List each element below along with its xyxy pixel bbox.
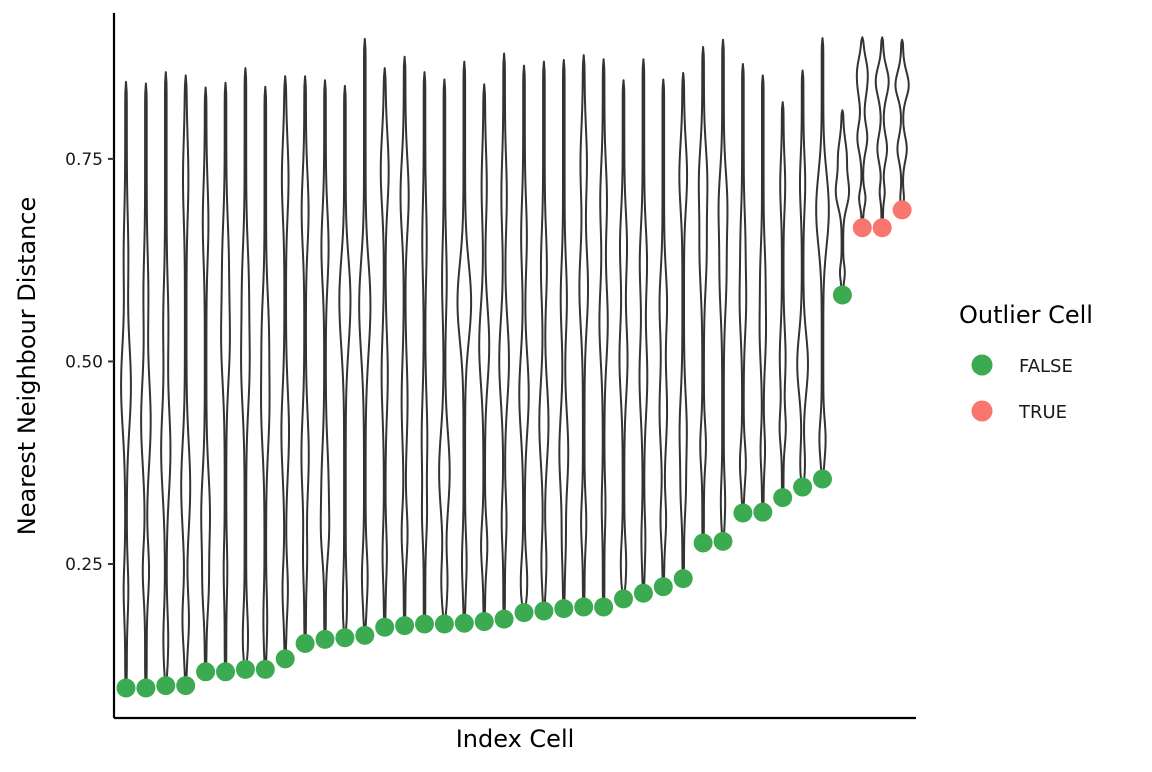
points-layer — [116, 200, 912, 698]
violin-39 — [874, 36, 890, 229]
violins-layer — [120, 36, 910, 690]
point-cell-29 — [673, 569, 693, 589]
y-ticks: 0.25 0.50 0.75 — [65, 150, 114, 575]
violin-29 — [678, 71, 689, 580]
point-cell-24 — [574, 597, 594, 617]
point-cell-8 — [255, 659, 275, 679]
point-cell-37 — [832, 285, 852, 305]
point-cell-28 — [653, 577, 673, 597]
point-cell-17 — [434, 614, 454, 634]
violin-33 — [758, 74, 768, 514]
point-cell-6 — [216, 662, 235, 682]
y-axis-title: Nearest Neighbour Distance — [13, 197, 41, 535]
violin-11 — [319, 79, 331, 641]
violin-18 — [456, 60, 473, 625]
legend-label-true: TRUE — [1018, 402, 1067, 423]
violin-25 — [598, 58, 609, 608]
point-cell-30 — [693, 533, 713, 553]
point-cell-18 — [454, 613, 474, 633]
violin-21 — [518, 64, 530, 614]
violin-37 — [834, 109, 851, 296]
point-cell-5 — [196, 662, 216, 682]
violin-22 — [538, 60, 550, 613]
point-cell-13 — [355, 625, 375, 645]
violin-12 — [338, 84, 352, 639]
violin-10 — [300, 75, 310, 645]
violin-8 — [260, 85, 271, 671]
violin-32 — [738, 63, 748, 514]
point-cell-26 — [614, 589, 633, 609]
point-cell-14 — [375, 617, 395, 637]
legend-label-false: FALSE — [1019, 356, 1073, 377]
legend-entries: FALSE TRUE — [971, 354, 1073, 423]
point-cell-15 — [395, 616, 415, 636]
violin-2 — [140, 82, 152, 690]
y-tick-label: 0.25 — [65, 555, 103, 575]
point-cell-32 — [733, 503, 753, 523]
point-cell-23 — [554, 599, 574, 619]
violin-1 — [120, 80, 132, 690]
violin-9 — [280, 75, 290, 660]
point-cell-33 — [753, 502, 773, 522]
violin-35 — [796, 69, 809, 489]
point-cell-36 — [813, 469, 832, 489]
point-cell-38 — [852, 218, 872, 238]
violin-3 — [160, 71, 172, 687]
point-cell-16 — [415, 614, 434, 634]
violin-27 — [638, 58, 649, 595]
point-cell-22 — [534, 601, 554, 621]
legend-key-false — [971, 354, 993, 376]
point-cell-1 — [116, 678, 136, 698]
legend: Outlier Cell FALSE TRUE — [959, 301, 1093, 423]
violin-38 — [855, 36, 869, 229]
violin-20 — [498, 52, 510, 621]
violin-5 — [200, 86, 211, 673]
violin-31 — [717, 38, 729, 543]
violin-13 — [358, 37, 372, 637]
violin-6 — [220, 81, 231, 673]
violin-15 — [399, 55, 410, 627]
violin-26 — [618, 79, 629, 600]
point-cell-19 — [474, 612, 494, 632]
point-cell-3 — [156, 676, 176, 696]
violin-28 — [658, 78, 669, 588]
violin-30 — [697, 46, 709, 544]
violin-40 — [894, 38, 910, 211]
violin-7 — [240, 67, 251, 671]
x-axis-title: Index Cell — [456, 725, 575, 753]
violin-19 — [478, 83, 491, 623]
point-cell-2 — [136, 678, 156, 698]
violin-24 — [578, 54, 590, 608]
point-cell-34 — [773, 488, 793, 508]
point-cell-35 — [793, 477, 813, 497]
point-cell-27 — [633, 583, 653, 603]
point-cell-21 — [514, 603, 534, 623]
violin-14 — [379, 67, 390, 629]
y-tick-label: 0.75 — [65, 150, 103, 170]
violin-34 — [778, 101, 787, 499]
point-cell-7 — [235, 659, 255, 679]
violin-17 — [438, 78, 451, 625]
point-cell-20 — [494, 609, 514, 629]
violin-36 — [815, 37, 830, 480]
point-cell-4 — [176, 676, 196, 696]
violin-23 — [558, 59, 570, 610]
point-cell-39 — [872, 218, 892, 238]
point-cell-40 — [892, 200, 912, 220]
violin-16 — [420, 71, 429, 625]
point-cell-25 — [594, 597, 614, 617]
point-cell-12 — [335, 628, 355, 648]
point-cell-11 — [315, 629, 335, 649]
point-cell-9 — [275, 649, 295, 669]
point-cell-10 — [295, 633, 315, 653]
point-cell-31 — [713, 531, 733, 551]
legend-title: Outlier Cell — [959, 301, 1093, 329]
violin-4 — [180, 74, 192, 687]
legend-key-true — [971, 400, 993, 422]
y-tick-label: 0.50 — [65, 352, 103, 372]
